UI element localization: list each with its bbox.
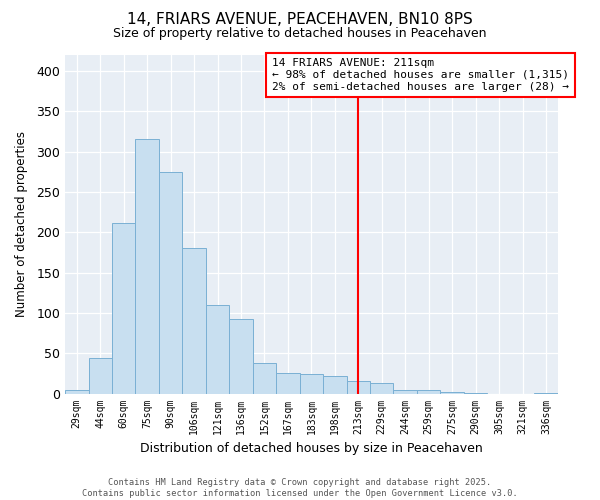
Bar — [89, 358, 112, 394]
Bar — [464, 392, 487, 394]
Bar — [229, 318, 253, 394]
Y-axis label: Number of detached properties: Number of detached properties — [15, 132, 28, 318]
Bar — [136, 139, 159, 394]
Text: 14 FRIARS AVENUE: 211sqm
← 98% of detached houses are smaller (1,315)
2% of semi: 14 FRIARS AVENUE: 211sqm ← 98% of detach… — [272, 58, 569, 92]
Bar — [440, 392, 464, 394]
Bar — [394, 390, 417, 394]
Bar — [112, 224, 136, 394]
Bar — [323, 376, 347, 394]
Text: 14, FRIARS AVENUE, PEACEHAVEN, BN10 8PS: 14, FRIARS AVENUE, PEACEHAVEN, BN10 8PS — [127, 12, 473, 28]
Bar — [159, 172, 182, 394]
Bar — [182, 248, 206, 394]
Bar — [253, 363, 276, 394]
Bar — [417, 390, 440, 394]
Text: Size of property relative to detached houses in Peacehaven: Size of property relative to detached ho… — [113, 28, 487, 40]
Bar — [206, 305, 229, 394]
Bar — [276, 374, 299, 394]
Bar — [65, 390, 89, 394]
Bar — [534, 392, 558, 394]
Bar — [347, 382, 370, 394]
X-axis label: Distribution of detached houses by size in Peacehaven: Distribution of detached houses by size … — [140, 442, 483, 455]
Bar — [299, 374, 323, 394]
Bar — [370, 383, 394, 394]
Text: Contains HM Land Registry data © Crown copyright and database right 2025.
Contai: Contains HM Land Registry data © Crown c… — [82, 478, 518, 498]
